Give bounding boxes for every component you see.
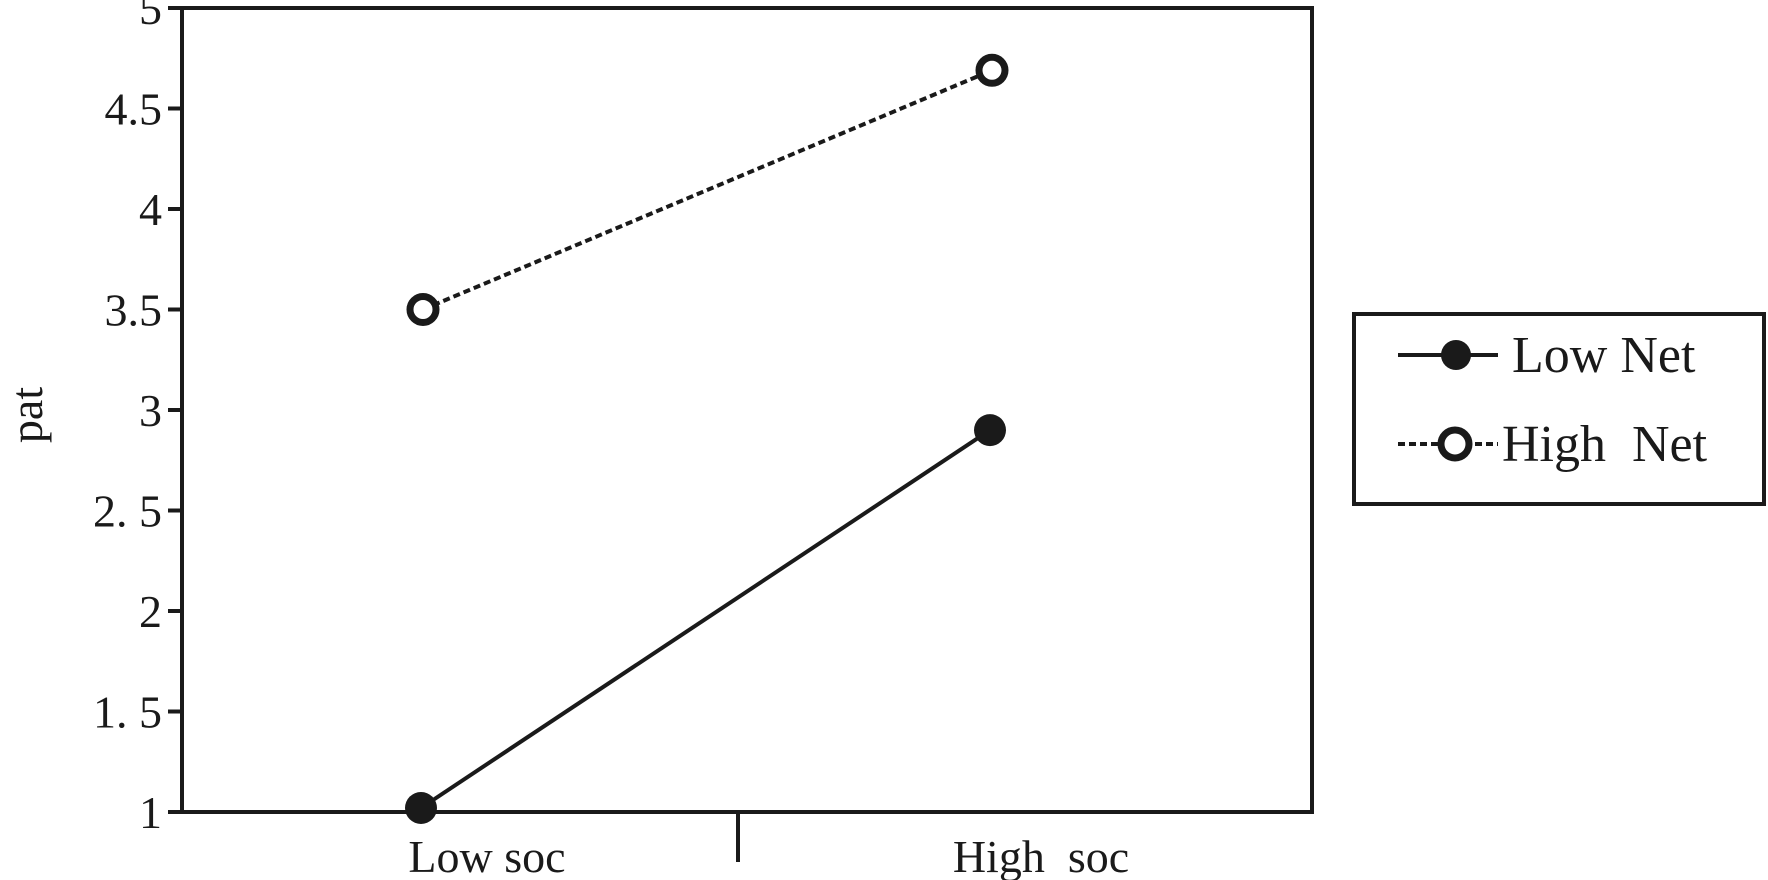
y-tick-label: 4.5: [105, 84, 163, 135]
legend-label-high-net: High Net: [1502, 416, 1708, 473]
series-line-low-net: [419, 428, 992, 810]
data-point-high-net: [975, 53, 1009, 87]
data-point-high-net: [406, 293, 440, 326]
x-tick-label: Low soc: [408, 831, 565, 880]
legend-box: [1352, 312, 1766, 506]
legend-label-low-net: Low Net: [1512, 327, 1696, 384]
legend: Low Net High Net: [1352, 312, 1766, 506]
y-tick-label: 5: [139, 0, 162, 34]
series-lines: [419, 68, 993, 810]
data-point-low-net: [405, 791, 437, 824]
y-tick-label: 3.5: [105, 285, 163, 336]
series-points: [405, 53, 1009, 824]
y-tick-label: 4: [139, 184, 162, 235]
x-tick-label: High soc: [953, 831, 1129, 880]
y-axis-title: pat: [1, 387, 52, 443]
series-line-high-net: [422, 68, 993, 312]
y-tick-label: 2. 5: [93, 486, 162, 537]
data-point-low-net: [974, 414, 1006, 447]
y-tick-label: 1: [139, 787, 162, 838]
x-axis-ticks: Low soc High soc: [408, 812, 1129, 880]
legend-marker-high-net: [1437, 426, 1473, 462]
y-tick-label: 2: [139, 586, 162, 637]
y-tick-label: 3: [139, 385, 162, 436]
y-axis-ticks: 1 1. 5 2 2. 5 3 3.5 4 4.5 5: [93, 0, 182, 838]
y-tick-label: 1. 5: [93, 687, 162, 738]
legend-marker-low-net: [1441, 340, 1471, 370]
plot-area-frame: [180, 6, 1314, 814]
